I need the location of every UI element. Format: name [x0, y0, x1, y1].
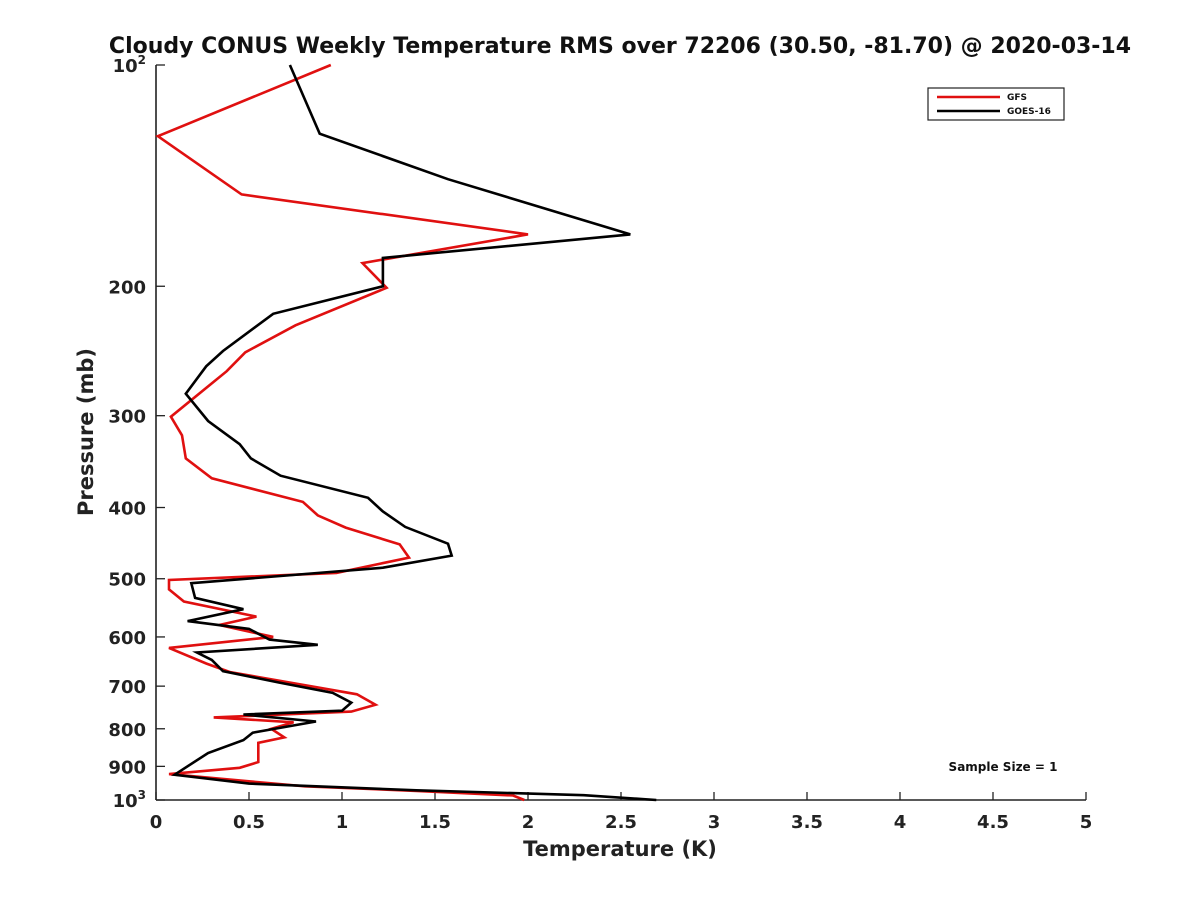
y-tick-label: 700 [108, 677, 146, 698]
legend: GFS GOES-16 [927, 87, 1065, 121]
x-tick-label: 2 [522, 812, 535, 833]
x-tick-label: 0.5 [233, 812, 265, 833]
x-tick-label: 0 [150, 812, 163, 833]
x-tick-label: 1 [336, 812, 349, 833]
y-tick-label: 400 [108, 499, 146, 520]
legend-label-gfs: GFS [1007, 93, 1027, 103]
x-tick-label: 4.5 [977, 812, 1009, 833]
series-line-gfs [155, 63, 529, 802]
y-tick-label: 600 [108, 628, 146, 649]
y-ticks: 102 200 300 400 500 600 700 800 900 103 [108, 53, 165, 812]
x-tick-label: 1.5 [419, 812, 451, 833]
y-tick-label: 800 [108, 720, 146, 741]
y-tick-label: 300 [108, 407, 146, 428]
series-line-goes16 [170, 64, 657, 802]
x-tick-label: 3 [708, 812, 721, 833]
sample-size-note: Sample Size = 1 [949, 760, 1058, 774]
x-axis-label: Temperature (K) [523, 837, 717, 861]
chart-title: Cloudy CONUS Weekly Temperature RMS over… [109, 34, 1131, 59]
axes [155, 65, 1086, 801]
y-tick-label: 103 [113, 788, 146, 812]
x-tick-label: 3.5 [791, 812, 823, 833]
y-tick-label: 900 [108, 757, 146, 778]
y-tick-label: 200 [108, 277, 146, 298]
y-tick-label: 500 [108, 570, 146, 591]
x-ticks: 0 0.5 1 1.5 2 2.5 3 3.5 4 4.5 5 [150, 792, 1093, 833]
series-layer [155, 63, 657, 802]
legend-box [927, 87, 1065, 121]
x-tick-label: 5 [1080, 812, 1093, 833]
y-axis-label: Pressure (mb) [74, 348, 98, 516]
x-tick-label: 4 [894, 812, 907, 833]
x-tick-label: 2.5 [605, 812, 637, 833]
legend-label-goes16: GOES-16 [1007, 107, 1051, 117]
y-tick-label: 102 [113, 53, 146, 77]
